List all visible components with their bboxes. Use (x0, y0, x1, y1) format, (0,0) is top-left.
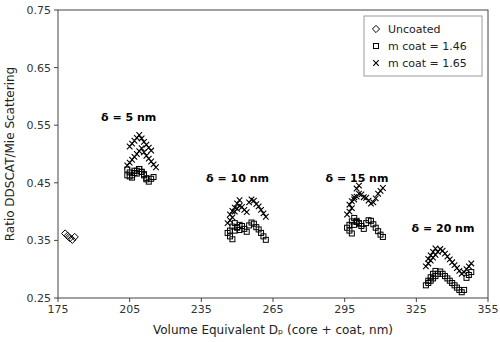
y-tick (54, 298, 58, 299)
legend: Uncoated m coat = 1.46 m coat = 1.65 (364, 16, 482, 76)
point (256, 204, 262, 210)
point (462, 287, 467, 292)
point (425, 256, 431, 262)
point (230, 208, 236, 214)
y-tick (54, 67, 58, 68)
point (234, 201, 240, 207)
point (151, 175, 156, 180)
point (244, 209, 250, 215)
x-tick (344, 298, 345, 302)
legend-label: m coat = 1.65 (388, 57, 467, 70)
point (468, 261, 474, 267)
point (430, 249, 436, 255)
point (251, 198, 257, 204)
point (237, 197, 243, 203)
annotation: δ = 20 nm (412, 222, 475, 235)
point (237, 228, 242, 233)
point (261, 211, 267, 217)
point (136, 132, 142, 138)
y-tick (54, 10, 58, 11)
annotation: δ = 15 nm (326, 172, 389, 185)
point (227, 212, 233, 218)
point (258, 207, 264, 213)
plot-frame (58, 10, 488, 298)
point (380, 234, 385, 239)
x-tick-label: 355 (478, 303, 499, 316)
y-axis-label: Ratio DDSCAT/Mie Scattering (3, 67, 17, 242)
point (428, 253, 434, 259)
point (230, 237, 235, 242)
series (125, 166, 474, 294)
y-tick-label: 0.45 (27, 177, 52, 190)
y-tick-label: 0.35 (27, 234, 52, 247)
point (148, 148, 154, 154)
x-tick-label: 205 (119, 303, 140, 316)
point (139, 136, 145, 142)
legend-label: Uncoated (388, 23, 441, 36)
point (144, 176, 149, 181)
plot-area (62, 132, 475, 295)
point (351, 194, 357, 200)
x-tick-label: 325 (406, 303, 427, 316)
legend-box (364, 16, 482, 76)
annotation: δ = 10 nm (206, 172, 269, 185)
x-tick (129, 298, 130, 302)
y-tick-label: 0.65 (27, 62, 52, 75)
legend-symbol (372, 25, 379, 32)
y-tick (54, 125, 58, 126)
series (62, 230, 79, 244)
y-tick (54, 182, 58, 183)
y-tick-label: 0.25 (27, 292, 52, 305)
y-tick-label: 0.55 (27, 119, 52, 132)
x-tick (58, 298, 59, 302)
y-tick (54, 240, 58, 241)
x-tick-label: 295 (334, 303, 355, 316)
point (349, 231, 354, 236)
point (347, 209, 353, 215)
x-axis-label: Volume Equivalent Dₚ (core + coat, nm) (153, 323, 393, 337)
point (361, 226, 366, 231)
point (153, 164, 159, 170)
point (263, 214, 269, 220)
x-tick (201, 298, 202, 302)
point (433, 268, 438, 273)
legend-symbol (373, 60, 379, 66)
point (263, 237, 268, 242)
point (469, 270, 474, 275)
point (380, 185, 386, 191)
point (357, 221, 362, 226)
series (124, 132, 474, 276)
legend-label: m coat = 1.46 (388, 40, 467, 53)
x-tick (273, 298, 274, 302)
point (244, 229, 249, 234)
point (349, 205, 355, 211)
y-tick-label: 0.75 (27, 4, 52, 17)
annotation: δ = 5 nm (101, 111, 156, 124)
point (433, 246, 439, 252)
x-tick (488, 298, 489, 302)
point (62, 230, 69, 237)
chart: 1752052352652953253550.250.350.450.550.6… (0, 0, 500, 342)
x-tick (416, 298, 417, 302)
x-tick-label: 265 (263, 303, 284, 316)
x-tick-label: 235 (191, 303, 212, 316)
legend-symbol (374, 44, 379, 49)
point (71, 233, 78, 240)
point (347, 202, 353, 208)
